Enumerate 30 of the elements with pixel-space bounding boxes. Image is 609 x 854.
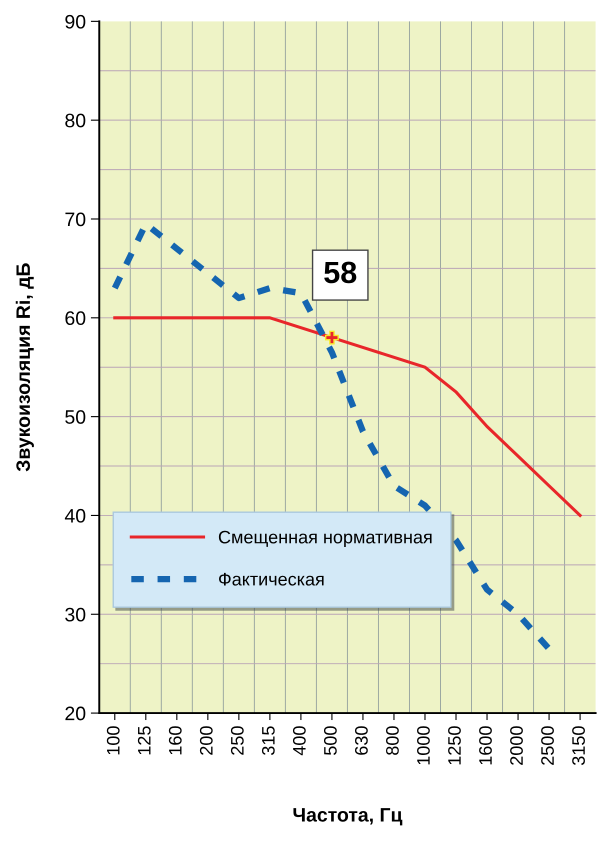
- y-tick-label: 30: [65, 608, 86, 622]
- x-tick-label: 160: [168, 726, 182, 754]
- x-tick-label: 1000: [417, 726, 430, 764]
- y-tick-label: 20: [65, 706, 86, 720]
- x-tick-label: 200: [200, 726, 213, 755]
- x-tick-label: 1250: [448, 726, 461, 764]
- legend-label: Фактическая: [219, 572, 324, 586]
- y-axis-title: Звукоизоляция Ri, дБ: [16, 263, 34, 472]
- x-tick-label: 250: [230, 726, 244, 755]
- y-tick-label: 50: [65, 410, 86, 424]
- x-tick-label: 800: [386, 726, 399, 755]
- x-tick-label: 2500: [541, 726, 554, 765]
- x-axis-title: Частота, Гц: [293, 808, 402, 826]
- x-tick-label: 2000: [510, 726, 523, 765]
- x-tick-label: 315: [262, 726, 275, 756]
- annotation: 58: [324, 262, 356, 284]
- y-tick-label: 70: [65, 212, 86, 226]
- x-tick-label: 3150: [572, 726, 585, 766]
- x-tick-label: 125: [138, 726, 151, 754]
- legend-label: Смещенная нормативная: [218, 530, 432, 548]
- x-tick-label: 400: [292, 726, 306, 756]
- y-tick-label: 40: [64, 508, 86, 523]
- y-tick-label: 60: [65, 311, 86, 326]
- line-series: [113, 316, 582, 517]
- x-tick-label: 100: [106, 726, 120, 754]
- y-tick-label: 80: [65, 114, 86, 128]
- y-tick-label: 90: [65, 14, 86, 29]
- x-tick-label: 1600: [479, 726, 492, 764]
- x-tick-label: 500: [324, 726, 337, 755]
- x-tick-label: 630: [355, 726, 368, 755]
